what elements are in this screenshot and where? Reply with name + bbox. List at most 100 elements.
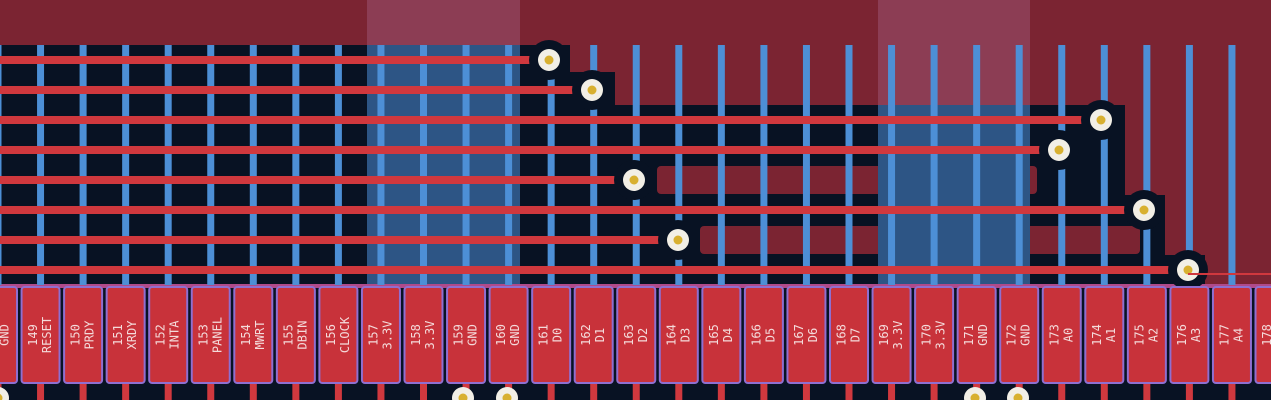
pad <box>0 286 18 384</box>
pad <box>531 286 572 384</box>
trace <box>717 45 725 285</box>
pad-name: A0 <box>1061 328 1075 342</box>
trace <box>973 45 981 285</box>
pad-name: 3.3V <box>423 321 437 350</box>
trace <box>675 380 683 400</box>
pad-name: 3.3V <box>891 321 905 350</box>
pad <box>360 286 401 384</box>
pad-name: RESET <box>40 317 54 353</box>
trace <box>249 45 257 285</box>
trace <box>632 380 640 400</box>
trace <box>675 45 683 285</box>
pad <box>871 286 912 384</box>
pad-name: GND <box>466 324 480 346</box>
trace <box>334 45 342 285</box>
trace <box>0 86 592 94</box>
pad-number: 174 <box>1090 324 1104 346</box>
pad-name: GND <box>1019 324 1033 346</box>
trace <box>292 45 300 285</box>
trace <box>0 56 549 64</box>
pad-name: PANEL <box>210 317 224 353</box>
trace <box>590 45 598 285</box>
via-hole <box>544 55 554 65</box>
pad-number: 167 <box>792 324 806 346</box>
pad-number: 160 <box>494 324 508 346</box>
trace <box>377 45 385 285</box>
pad-number: 169 <box>877 324 891 346</box>
trace <box>207 45 215 285</box>
pad-number: 171 <box>962 324 976 346</box>
pad <box>403 286 444 384</box>
via-hole <box>1139 205 1149 215</box>
pad-number: 165 <box>707 324 721 346</box>
via-hole <box>502 393 512 400</box>
pad-number: 170 <box>920 324 934 346</box>
trace <box>79 380 87 400</box>
pad <box>1041 286 1082 384</box>
pad-number: 155 <box>281 324 295 346</box>
trace <box>505 45 513 285</box>
trace <box>79 45 87 285</box>
pad-number: 178 <box>1260 324 1271 346</box>
trace <box>420 45 427 285</box>
via-hole <box>1054 145 1064 155</box>
pad-name: D6 <box>806 328 820 342</box>
trace <box>760 45 768 285</box>
trace <box>888 380 896 400</box>
pad <box>275 286 316 384</box>
trace <box>122 380 130 400</box>
trace <box>462 45 470 285</box>
pad-row: GND 149 RESET 150 PRDY 151 XRDY 152 INTA 153 PANEL… <box>0 286 1271 400</box>
pad <box>743 286 784 384</box>
trace <box>547 45 555 285</box>
via-hole <box>1096 115 1106 125</box>
pad-name: 3.3V <box>380 321 394 350</box>
pad <box>701 286 742 384</box>
pad-number: 172 <box>1005 324 1019 346</box>
copper-zone <box>520 0 1271 285</box>
pad-name: D3 <box>678 328 692 342</box>
pad-name: XRDY <box>125 320 139 350</box>
trace <box>802 380 810 400</box>
trace <box>0 206 1144 214</box>
via-hole <box>629 175 639 185</box>
pad <box>105 286 146 384</box>
copper-zones <box>0 0 1271 288</box>
trace <box>0 116 1101 124</box>
pad-name: D7 <box>849 328 863 342</box>
pad <box>1126 286 1167 384</box>
trace <box>1228 45 1236 285</box>
trace <box>547 380 555 400</box>
trace <box>420 380 427 400</box>
pad <box>318 286 359 384</box>
trace <box>930 45 938 285</box>
pad-name: D4 <box>721 328 735 342</box>
pad-number: 175 <box>1132 324 1146 346</box>
trace <box>334 380 342 400</box>
pad <box>233 286 274 384</box>
trace <box>0 236 678 244</box>
pad-name: D5 <box>763 328 777 342</box>
trace <box>37 380 45 400</box>
trace <box>1228 380 1236 400</box>
pad-number: 161 <box>537 324 551 346</box>
pad-number: 173 <box>1047 324 1061 346</box>
pad-name: A1 <box>1104 328 1118 342</box>
pad-number: 153 <box>196 324 210 346</box>
via-hole <box>0 393 3 400</box>
pad <box>914 286 955 384</box>
pad-number: 157 <box>366 324 380 346</box>
pad <box>829 286 869 384</box>
via-hole <box>673 235 683 245</box>
via-hole <box>1013 393 1023 400</box>
trace <box>590 380 598 400</box>
pad-number: 154 <box>239 324 253 346</box>
trace <box>1185 380 1193 400</box>
trace <box>802 45 810 285</box>
trace <box>292 380 300 400</box>
pad <box>1254 286 1271 384</box>
pad <box>20 286 61 384</box>
pad <box>616 286 657 384</box>
trace <box>760 380 768 400</box>
